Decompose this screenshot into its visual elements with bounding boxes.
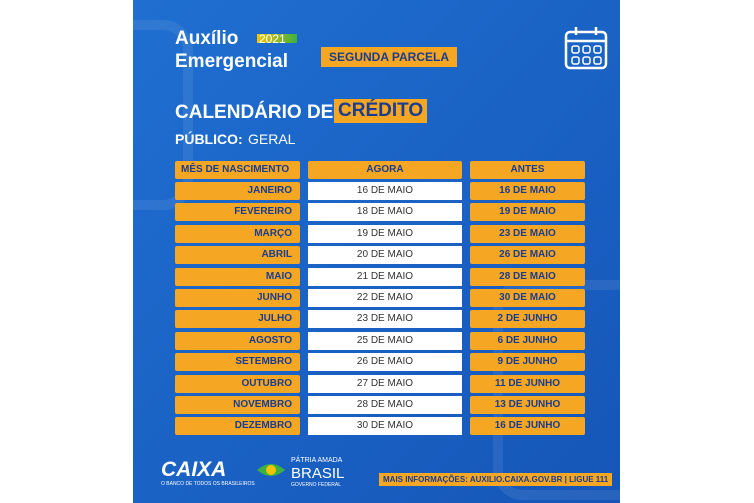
column-header: MÊS DE NASCIMENTO: [175, 161, 300, 179]
table-cell: JANEIRO: [175, 182, 300, 200]
table-cell: 28 DE MAIO: [470, 267, 585, 286]
table-cell: 22 DE MAIO: [308, 289, 462, 307]
table-cell: MARÇO: [175, 224, 300, 243]
calendar-icon: [564, 27, 608, 70]
audience-value: GERAL: [248, 131, 296, 147]
table-cell: 26 DE MAIO: [308, 353, 462, 372]
title-line: Auxílio: [175, 28, 239, 49]
table-cell: SETEMBRO: [175, 353, 300, 372]
gov-line: GOVERNO FEDERAL: [291, 482, 342, 488]
table-cell: 6 DE JUNHO: [470, 331, 585, 350]
table-cell: 19 DE MAIO: [470, 203, 585, 222]
caixa-logo: CAIXA: [161, 458, 227, 481]
table-cell: 18 DE MAIO: [308, 203, 462, 222]
table-cell: 11 DE JUNHO: [470, 374, 585, 393]
table-cell: AGOSTO: [175, 331, 300, 350]
table-cell: 30 DE MAIO: [470, 289, 585, 307]
table-cell: 16 DE JUNHO: [470, 417, 585, 436]
table-cell: 21 DE MAIO: [308, 267, 462, 286]
table-cell: JULHO: [175, 310, 300, 329]
table-cell: 9 DE JUNHO: [470, 353, 585, 372]
flag-icon: [257, 464, 285, 476]
info: MAIS INFORMAÇÕES: AUXILIO.CAIXA.GOV.BR |…: [379, 473, 613, 486]
table-cell: 23 DE MAIO: [308, 310, 462, 329]
calendar-highlight: CRÉDITO: [334, 99, 428, 123]
table-cell: 28 DE MAIO: [308, 396, 462, 414]
table-cell: 30 DE MAIO: [308, 417, 462, 436]
decoration: [133, 20, 193, 210]
info-label: MAIS INFORMAÇÕES:: [383, 475, 468, 484]
table-cell: NOVEMBRO: [175, 396, 300, 414]
table-cell: 27 DE MAIO: [308, 374, 462, 393]
table-cell: 16 DE MAIO: [470, 182, 585, 200]
table-cell: 23 DE MAIO: [470, 224, 585, 243]
column-header: AGORA: [308, 161, 462, 179]
table-cell: ABRIL: [175, 246, 300, 265]
title-line: Emergencial: [175, 51, 288, 72]
table-cell: FEVEREIRO: [175, 203, 300, 222]
calendar-title: CALENDÁRIO DE: [175, 102, 334, 123]
table-cell: 19 DE MAIO: [308, 224, 462, 243]
table-cell: 13 DE JUNHO: [470, 396, 585, 414]
year-bar: [257, 34, 297, 43]
table-cell: DEZEMBRO: [175, 417, 300, 436]
table-cell: 2 DE JUNHO: [470, 310, 585, 329]
table-cell: 26 DE MAIO: [470, 246, 585, 265]
gov-line: PÁTRIA AMADA: [291, 457, 343, 464]
table-cell: 25 DE MAIO: [308, 331, 462, 350]
info-value: AUXILIO.CAIXA.GOV.BR | LIGUE 111: [469, 475, 609, 484]
gov-line: BRASIL: [291, 465, 345, 482]
badge: SEGUNDA PARCELA: [321, 47, 458, 67]
table-cell: MAIO: [175, 267, 300, 286]
column-header: ANTES: [470, 161, 585, 179]
table-cell: OUTUBRO: [175, 374, 300, 393]
poster: Auxílio 2021 Emergencial SEGUNDA PARCELA…: [133, 0, 620, 503]
caixa-slogan: O BANCO DE TODOS OS BRASILEIROS: [161, 481, 255, 487]
audience-label: PÚBLICO:: [175, 131, 243, 147]
table-cell: 16 DE MAIO: [308, 182, 462, 200]
table-cell: JUNHO: [175, 289, 300, 307]
table-cell: 20 DE MAIO: [308, 246, 462, 265]
year: 2021: [259, 32, 286, 46]
